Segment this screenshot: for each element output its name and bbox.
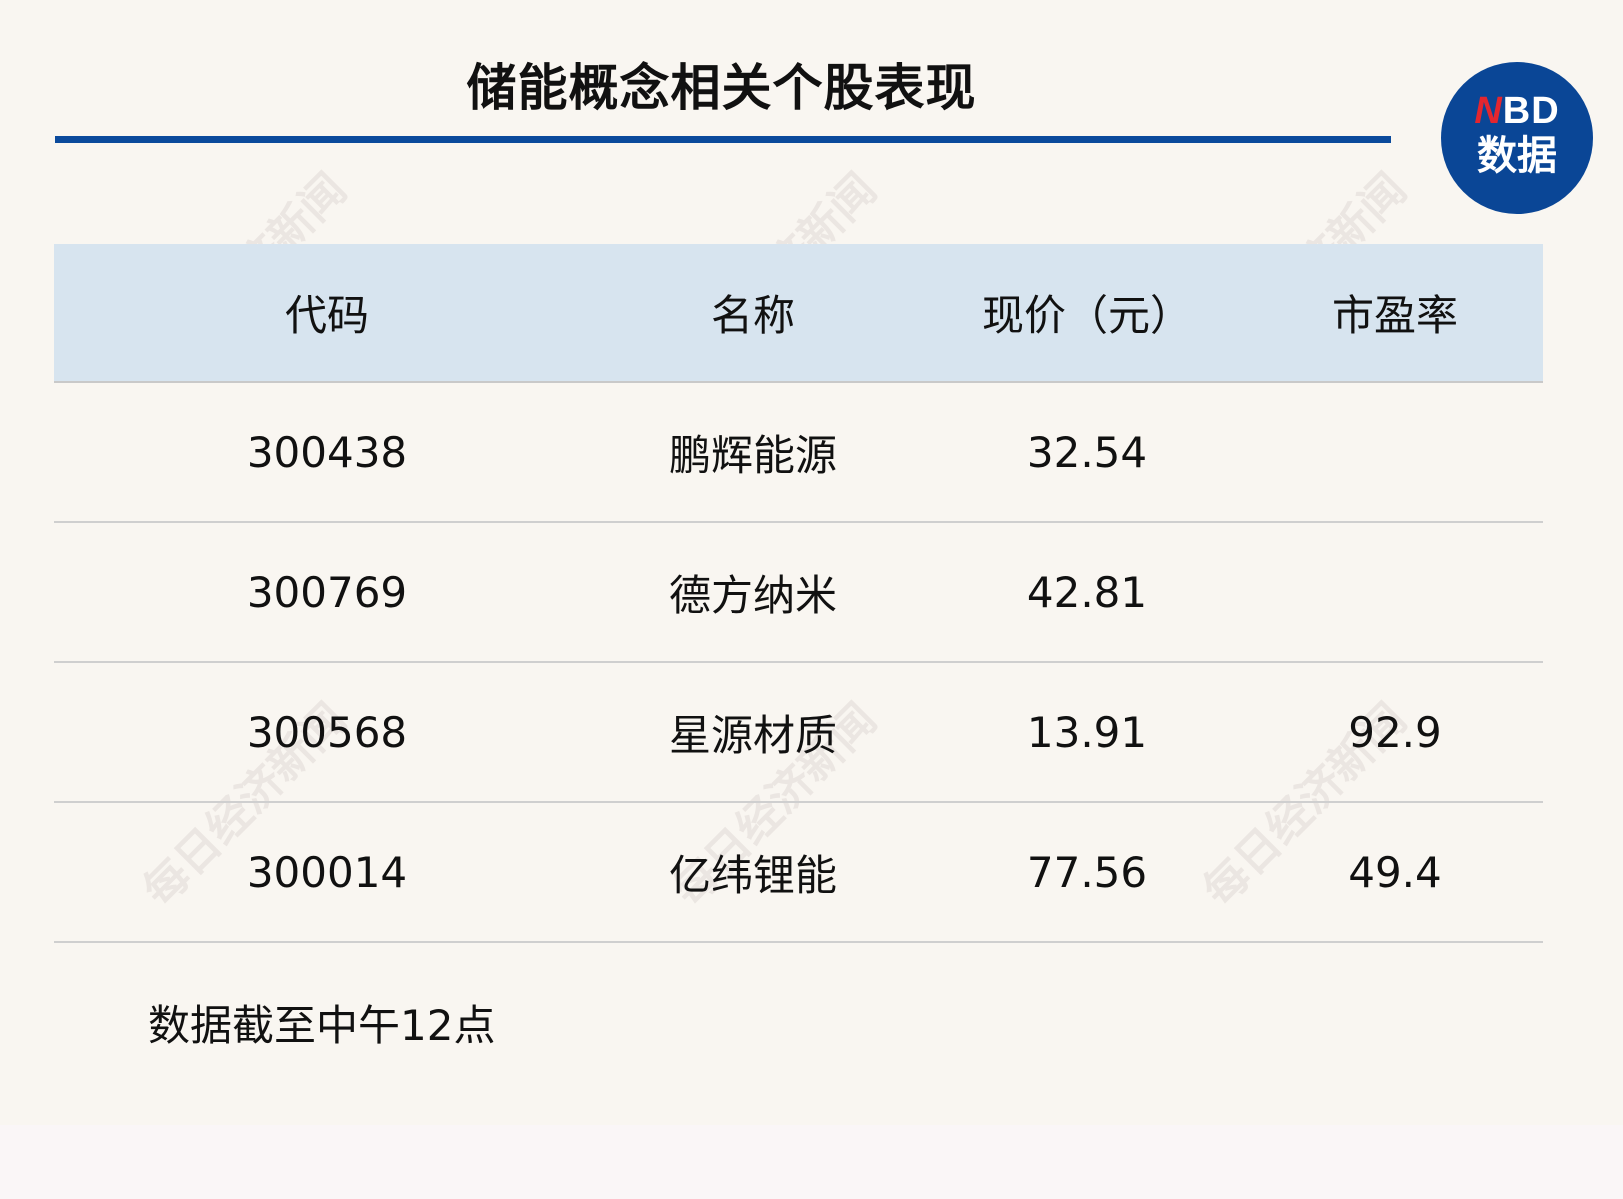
cell-code: 300014 <box>246 847 408 897</box>
table-row: 300568 星源材质 13.91 92.9 <box>54 663 1543 803</box>
stock-table: 代码 名称 现价（元） 市盈率 300438 鹏辉能源 32.54 300769… <box>54 244 1543 943</box>
table-row: 300014 亿纬锂能 77.56 49.4 <box>54 803 1543 943</box>
bottom-strip <box>0 1125 1623 1199</box>
page-title: 储能概念相关个股表现 <box>466 59 977 117</box>
header-code: 代码 <box>284 291 370 340</box>
cell-code: 300438 <box>246 427 408 477</box>
cell-name: 星源材质 <box>668 710 838 760</box>
table-row: 300438 鹏辉能源 32.54 <box>54 383 1543 523</box>
header-name: 名称 <box>710 291 796 340</box>
footnote: 数据截至中午12点 <box>148 1001 496 1050</box>
cell-price: 13.91 <box>1026 707 1148 757</box>
cell-pe: 49.4 <box>1348 847 1442 897</box>
cell-price: 42.81 <box>1026 567 1148 617</box>
cell-name: 亿纬锂能 <box>668 850 838 900</box>
cell-price: 77.56 <box>1026 847 1148 897</box>
cell-pe: 92.9 <box>1348 707 1442 757</box>
cell-name: 德方纳米 <box>668 570 838 620</box>
cell-name: 鹏辉能源 <box>668 430 838 480</box>
nbd-logo: NBD 数据 <box>1441 62 1593 214</box>
cell-price: 32.54 <box>1026 427 1148 477</box>
header-price: 现价（元） <box>981 291 1193 340</box>
table-header: 代码 名称 现价（元） 市盈率 <box>54 244 1543 383</box>
table-row: 300769 德方纳米 42.81 <box>54 523 1543 663</box>
title-underline <box>55 136 1391 143</box>
cell-code: 300568 <box>246 707 408 757</box>
cell-code: 300769 <box>246 567 408 617</box>
header-pe: 市盈率 <box>1331 291 1459 340</box>
